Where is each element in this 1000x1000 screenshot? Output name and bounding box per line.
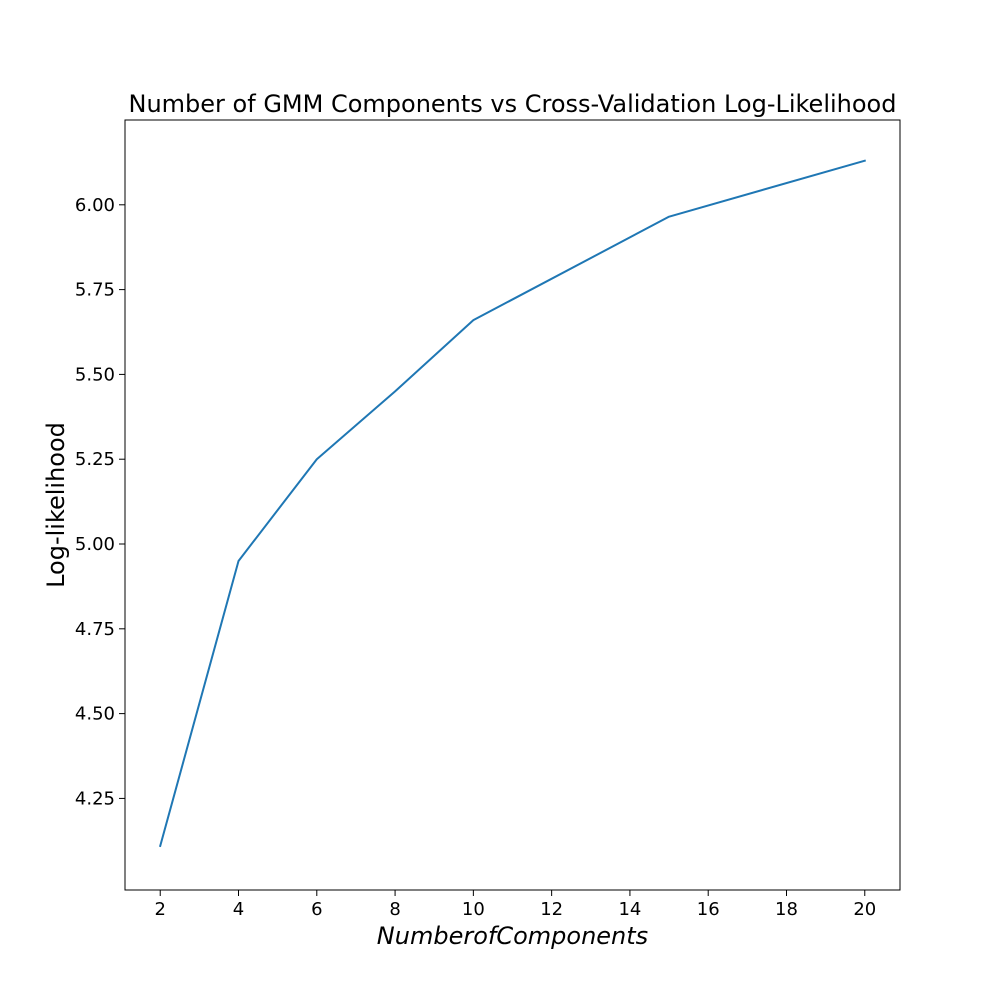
chart-title: Number of GMM Components vs Cross-Valida… — [129, 90, 897, 118]
x-tick-label: 2 — [155, 899, 166, 920]
x-tick-label: 4 — [233, 899, 244, 920]
x-tick-label: 10 — [462, 899, 485, 920]
x-tick-label: 20 — [853, 899, 876, 920]
y-tick-label: 4.50 — [75, 704, 115, 725]
x-tick-label: 16 — [697, 899, 720, 920]
y-tick-label: 6.00 — [75, 195, 115, 216]
x-tick-label: 18 — [775, 899, 798, 920]
x-tick-label: 14 — [618, 899, 641, 920]
x-axis-ticks: 2 4 6 8 10 12 14 16 18 20 — [155, 890, 876, 920]
y-tick-label: 4.75 — [75, 619, 115, 640]
series-line — [159, 159, 867, 848]
series-lines — [159, 159, 867, 848]
y-tick-label: 5.50 — [75, 364, 115, 385]
y-axis-label: Log-likelihood — [42, 422, 70, 588]
y-tick-label: 5.75 — [75, 280, 115, 301]
y-tick-label: 5.25 — [75, 449, 115, 470]
x-tick-label: 12 — [540, 899, 563, 920]
y-axis-ticks: 4.25 4.50 4.75 5.00 5.25 5.50 5.75 6.00 — [75, 195, 125, 809]
x-tick-label: 8 — [389, 899, 400, 920]
x-axis-label: NumberofComponents — [377, 922, 648, 950]
plot-frame — [124, 119, 901, 891]
y-tick-label: 4.25 — [75, 788, 115, 809]
y-tick-label: 5.00 — [75, 534, 115, 555]
x-tick-label: 6 — [311, 899, 322, 920]
